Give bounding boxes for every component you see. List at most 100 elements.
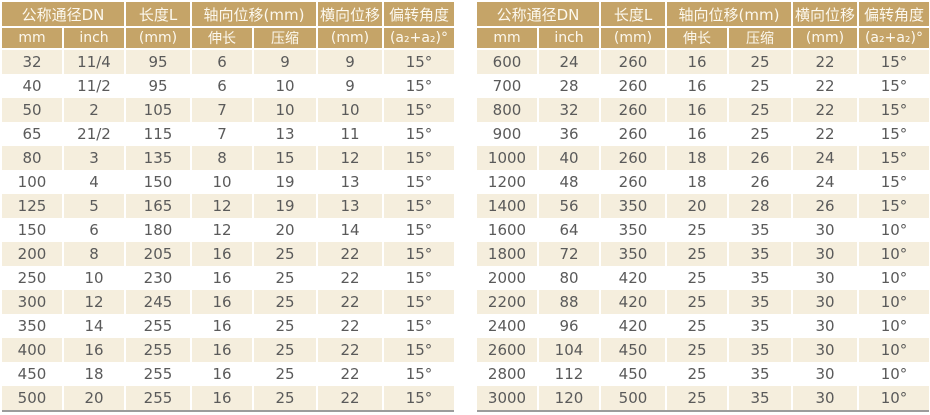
table-cell: 1200 <box>477 170 539 194</box>
table-cell: 13 <box>318 170 384 194</box>
spec-table-dn-32-500: 公称通径DN 长度L 轴向位移(mm) 横向位移 偏转角度 mm inch (m… <box>2 2 454 412</box>
column-header-lateral-displacement: 横向位移 <box>318 2 384 28</box>
table-row: 50 2 105 7 10 10 15° <box>2 98 454 122</box>
table-cell: 230 <box>126 266 192 290</box>
table-cell: 24 <box>793 170 859 194</box>
table-cell: 6 <box>192 50 254 74</box>
table-body: 600 24 260 16 25 22 15° 700 28 260 16 25 22 15° 800 32 2… <box>477 50 929 410</box>
table-cell: 35 <box>729 386 793 410</box>
column-header-axial-displacement: 轴向位移(mm) <box>667 2 793 28</box>
table-cell: 9 <box>318 50 384 74</box>
table-cell: 22 <box>793 50 859 74</box>
table-cell: 15° <box>384 218 454 242</box>
table-cell: 13 <box>318 194 384 218</box>
table-cell: 420 <box>601 266 667 290</box>
table-row: 2000 80 420 25 35 30 10° <box>477 266 929 290</box>
table-cell: 22 <box>318 362 384 386</box>
table-row: 125 5 165 12 19 13 15° <box>2 194 454 218</box>
table-cell: 10 <box>254 98 318 122</box>
table-row: 1800 72 350 25 35 30 10° <box>477 242 929 266</box>
table-cell: 15° <box>384 266 454 290</box>
table-cell: 260 <box>601 74 667 98</box>
table-cell: 15° <box>859 74 929 98</box>
column-header-lateral-unit: (mm) <box>793 28 859 50</box>
table-cell: 12 <box>318 146 384 170</box>
table-cell: 104 <box>539 338 601 362</box>
table-cell: 40 <box>2 74 64 98</box>
column-header-inch: inch <box>64 28 126 50</box>
column-header-extend: 伸长 <box>192 28 254 50</box>
table-cell: 16 <box>667 74 729 98</box>
table-row: 450 18 255 16 25 22 15° <box>2 362 454 386</box>
table-cell: 35 <box>729 266 793 290</box>
table-cell: 35 <box>729 218 793 242</box>
table-row: 400 16 255 16 25 22 15° <box>2 338 454 362</box>
table-cell: 21/2 <box>64 122 126 146</box>
table-cell: 19 <box>254 194 318 218</box>
table-cell: 19 <box>254 170 318 194</box>
table-cell: 450 <box>2 362 64 386</box>
table-cell: 245 <box>126 290 192 314</box>
table-cell: 260 <box>601 98 667 122</box>
table-cell: 80 <box>2 146 64 170</box>
table-row: 700 28 260 16 25 22 15° <box>477 74 929 98</box>
column-header-mm: mm <box>2 28 64 50</box>
table-cell: 36 <box>539 122 601 146</box>
table-cell: 25 <box>729 50 793 74</box>
table-cell: 180 <box>126 218 192 242</box>
table-cell: 32 <box>2 50 64 74</box>
column-header-mm: mm <box>477 28 539 50</box>
table-cell: 25 <box>667 314 729 338</box>
table-row: 2200 88 420 25 35 30 10° <box>477 290 929 314</box>
table-cell: 26 <box>729 146 793 170</box>
table-cell: 9 <box>318 74 384 98</box>
table-cell: 7 <box>192 122 254 146</box>
table-cell: 15° <box>384 50 454 74</box>
table-cell: 40 <box>539 146 601 170</box>
table-cell: 11 <box>318 122 384 146</box>
table-cell: 25 <box>254 314 318 338</box>
table-cell: 56 <box>539 194 601 218</box>
table-cell: 25 <box>254 266 318 290</box>
table-cell: 35 <box>729 362 793 386</box>
table-cell: 25 <box>667 266 729 290</box>
table-cell: 15° <box>859 194 929 218</box>
table-cell: 20 <box>667 194 729 218</box>
table-cell: 115 <box>126 122 192 146</box>
column-header-lateral-unit: (mm) <box>318 28 384 50</box>
table-cell: 16 <box>667 122 729 146</box>
table-cell: 16 <box>192 290 254 314</box>
table-row: 300 12 245 16 25 22 15° <box>2 290 454 314</box>
table-cell: 10° <box>859 242 929 266</box>
table-cell: 10° <box>859 338 929 362</box>
table-cell: 15° <box>859 122 929 146</box>
table-cell: 35 <box>729 338 793 362</box>
table-cell: 26 <box>729 170 793 194</box>
table-row: 200 8 205 16 25 22 15° <box>2 242 454 266</box>
table-cell: 14 <box>64 314 126 338</box>
table-cell: 16 <box>192 386 254 410</box>
table-row: 600 24 260 16 25 22 15° <box>477 50 929 74</box>
table-row: 900 36 260 16 25 22 15° <box>477 122 929 146</box>
table-row: 1000 40 260 18 26 24 15° <box>477 146 929 170</box>
table-cell: 22 <box>318 266 384 290</box>
table-row: 150 6 180 12 20 14 15° <box>2 218 454 242</box>
table-cell: 48 <box>539 170 601 194</box>
table-cell: 22 <box>318 386 384 410</box>
table-cell: 88 <box>539 290 601 314</box>
table-cell: 22 <box>318 314 384 338</box>
column-header-deflection-angle: 偏转角度 <box>384 2 454 28</box>
table-cell: 16 <box>192 266 254 290</box>
table-cell: 4 <box>64 170 126 194</box>
table-cell: 120 <box>539 386 601 410</box>
table-cell: 450 <box>601 338 667 362</box>
table-cell: 22 <box>318 290 384 314</box>
table-row: 32 11/4 95 6 9 9 15° <box>2 50 454 74</box>
table-row: 1400 56 350 20 28 26 15° <box>477 194 929 218</box>
table-cell: 13 <box>254 122 318 146</box>
table-cell: 260 <box>601 146 667 170</box>
table-cell: 10° <box>859 362 929 386</box>
table-cell: 30 <box>793 386 859 410</box>
table-cell: 15° <box>859 170 929 194</box>
table-cell: 3 <box>64 146 126 170</box>
